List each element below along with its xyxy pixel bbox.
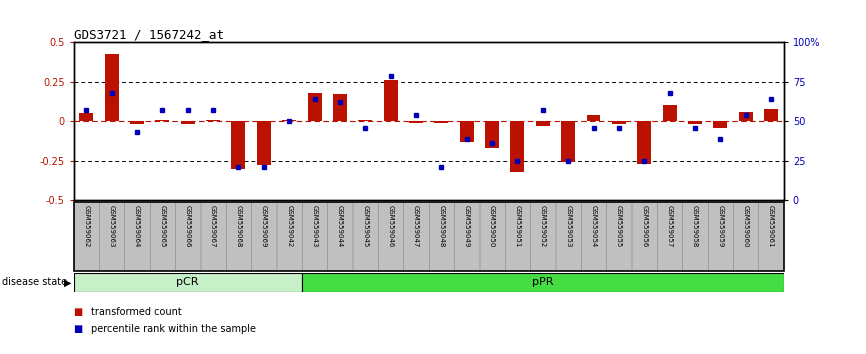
Bar <box>302 202 327 271</box>
Bar <box>74 202 99 271</box>
Bar <box>586 115 600 121</box>
Bar <box>282 120 296 121</box>
Text: GSM559066: GSM559066 <box>184 205 191 247</box>
Bar <box>662 105 676 121</box>
Bar <box>74 273 302 292</box>
Text: GSM559067: GSM559067 <box>210 205 216 247</box>
Bar <box>657 202 682 271</box>
Bar <box>80 113 94 121</box>
Text: GSM559047: GSM559047 <box>413 205 419 247</box>
Text: GSM559048: GSM559048 <box>438 205 444 247</box>
Bar <box>612 121 626 124</box>
Bar <box>175 202 200 271</box>
Bar <box>556 202 581 271</box>
Text: GSM559061: GSM559061 <box>768 205 774 247</box>
Bar <box>561 121 575 162</box>
Text: GSM559042: GSM559042 <box>286 205 292 247</box>
Text: GSM559058: GSM559058 <box>692 205 698 247</box>
Bar <box>105 53 119 121</box>
Text: GSM559060: GSM559060 <box>743 205 749 247</box>
Text: pCR: pCR <box>177 277 199 287</box>
Text: pPR: pPR <box>532 277 553 287</box>
Text: GSM559063: GSM559063 <box>108 205 114 247</box>
Bar <box>130 121 144 124</box>
Text: percentile rank within the sample: percentile rank within the sample <box>91 324 256 334</box>
Bar <box>734 202 759 271</box>
Text: GDS3721 / 1567242_at: GDS3721 / 1567242_at <box>74 28 223 41</box>
Text: GSM559062: GSM559062 <box>83 205 89 247</box>
Bar <box>352 202 378 271</box>
Bar <box>99 202 124 271</box>
Text: GSM559054: GSM559054 <box>591 205 597 247</box>
Bar <box>231 121 245 169</box>
Bar <box>206 120 220 121</box>
Text: GSM559069: GSM559069 <box>261 205 267 247</box>
Text: GSM559068: GSM559068 <box>236 205 242 247</box>
Bar <box>510 121 525 172</box>
Text: GSM559052: GSM559052 <box>540 205 546 247</box>
Bar <box>378 202 404 271</box>
Bar <box>201 202 226 271</box>
Bar <box>708 202 733 271</box>
Bar <box>435 121 449 123</box>
Text: GSM559050: GSM559050 <box>489 205 495 247</box>
Bar <box>714 121 727 127</box>
Bar <box>276 202 301 271</box>
Text: GSM559059: GSM559059 <box>717 205 723 247</box>
Text: GSM559046: GSM559046 <box>388 205 394 247</box>
Bar <box>606 202 631 271</box>
Bar <box>536 121 550 126</box>
Text: GSM559065: GSM559065 <box>159 205 165 247</box>
Text: GSM559055: GSM559055 <box>616 205 622 247</box>
Text: GSM559043: GSM559043 <box>312 205 318 247</box>
Bar <box>637 121 651 164</box>
Bar <box>631 202 656 271</box>
Bar <box>739 112 753 121</box>
Bar <box>409 121 423 123</box>
Bar <box>125 202 150 271</box>
Bar <box>150 202 175 271</box>
Text: ■: ■ <box>74 307 83 316</box>
Bar <box>759 202 784 271</box>
Text: GSM559045: GSM559045 <box>362 205 368 247</box>
Bar <box>454 202 479 271</box>
Text: GSM559057: GSM559057 <box>667 205 673 247</box>
Bar <box>302 273 784 292</box>
Bar <box>764 109 778 121</box>
Text: GSM559064: GSM559064 <box>134 205 140 247</box>
Bar <box>226 202 251 271</box>
Bar <box>251 202 276 271</box>
Bar <box>460 121 474 142</box>
Bar <box>384 80 397 121</box>
Text: ■: ■ <box>74 324 83 334</box>
Bar <box>333 95 347 121</box>
Text: GSM559044: GSM559044 <box>337 205 343 247</box>
Bar <box>257 121 271 165</box>
Text: GSM559049: GSM559049 <box>463 205 469 247</box>
Bar <box>688 121 702 124</box>
Text: GSM559051: GSM559051 <box>514 205 520 247</box>
Bar <box>530 202 555 271</box>
Text: disease state: disease state <box>2 277 67 287</box>
Bar <box>581 202 606 271</box>
Bar <box>682 202 708 271</box>
Bar <box>480 202 505 271</box>
Bar <box>327 202 352 271</box>
Bar <box>429 202 454 271</box>
Text: transformed count: transformed count <box>91 307 182 316</box>
Bar <box>181 121 195 124</box>
Text: ▶: ▶ <box>64 277 72 287</box>
Bar <box>307 93 321 121</box>
Text: GSM559056: GSM559056 <box>641 205 647 247</box>
Bar <box>485 121 499 148</box>
Bar <box>359 120 372 121</box>
Bar <box>155 120 170 121</box>
Text: GSM559053: GSM559053 <box>565 205 572 247</box>
Bar <box>505 202 530 271</box>
Bar <box>404 202 429 271</box>
